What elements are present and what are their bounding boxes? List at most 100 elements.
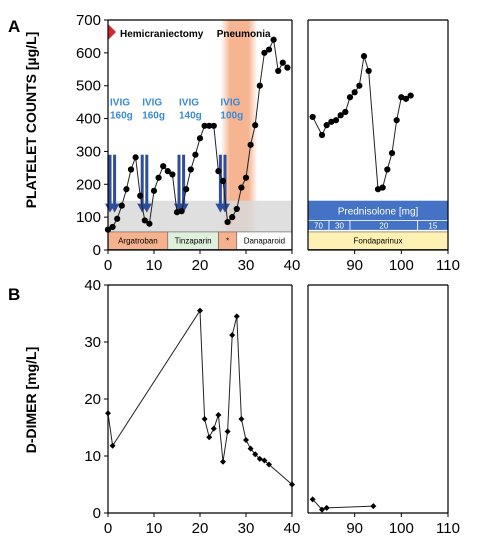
b-y-tick-label: 30 (84, 334, 101, 351)
a-data-point (252, 122, 259, 129)
b-data-point (210, 425, 217, 432)
a-data-point (407, 92, 414, 99)
drug-label: Tinzaparin (175, 237, 212, 246)
b-data-point (215, 411, 222, 418)
a-y-tick-label: 600 (76, 45, 101, 62)
a-y-tick-label: 700 (76, 12, 101, 29)
b-data-point (261, 457, 268, 464)
hemicraniectomy-marker (108, 24, 116, 40)
panel-a-ylabel: PLATELET COUNTS [µg/L] (23, 32, 39, 209)
b-data-point (197, 307, 203, 314)
a-y-tick-label: 0 (93, 242, 101, 259)
a-data-point (279, 59, 286, 66)
a-y-tick-label: 300 (76, 143, 101, 160)
b-data-point (323, 504, 330, 511)
a-data-point (398, 94, 405, 101)
a-data-point (178, 208, 185, 215)
a-data-point (256, 82, 263, 89)
a-x-tick-label: 30 (238, 257, 255, 274)
a-data-point (160, 163, 167, 170)
drug-label: Argatroban (118, 237, 158, 246)
b-data-point (243, 437, 249, 444)
a-data-point (328, 118, 335, 125)
panel-a-letter: A (8, 17, 20, 36)
ivig-label: 160g (142, 110, 165, 121)
b-x-tick-label: 20 (192, 520, 209, 537)
a-data-point (127, 166, 135, 173)
a-data-point (247, 141, 254, 148)
a-data-point (210, 122, 217, 129)
a-data-point (332, 117, 340, 124)
a-data-point (238, 184, 245, 191)
a-series-line-left (107, 37, 288, 231)
b-x-tick-label: 90 (346, 520, 363, 537)
ivig-arrow-head (220, 203, 230, 213)
a-data-point (275, 67, 282, 75)
drug-label: Danaparoid (244, 237, 285, 246)
ivig-label: IVIG (110, 97, 130, 108)
hemicraniectomy-label: Hemicraniectomy (120, 29, 204, 40)
a-data-point (360, 53, 368, 60)
b-data-point (309, 496, 316, 503)
a-data-point (346, 94, 354, 101)
a-data-point (114, 215, 121, 222)
b-data-point (252, 451, 259, 458)
b-data-point (206, 434, 213, 441)
a-data-point (137, 192, 144, 199)
a-data-point (323, 122, 330, 129)
ivig-arrow-head (141, 203, 152, 213)
a-x-tick-label: 10 (146, 257, 163, 274)
b-data-point (247, 445, 254, 452)
a-x-tick-label: 20 (192, 257, 209, 274)
a-x-tick-label: 100 (389, 257, 414, 274)
prednisolone-dose-label: 30 (335, 221, 344, 230)
b-x-tick-label: 30 (238, 520, 255, 537)
a-data-point (337, 112, 344, 119)
b-y-tick-label: 40 (84, 277, 101, 294)
b-y-tick-label: 10 (84, 448, 101, 465)
b-x-tick-label: 100 (389, 520, 414, 537)
a-data-point (242, 174, 250, 181)
b-x-tick-label: 40 (284, 520, 301, 537)
ivig-label: IVIG (220, 97, 240, 108)
a-data-point (270, 36, 277, 43)
a-data-point (351, 89, 358, 96)
a-data-point (388, 149, 396, 157)
a-data-point (342, 108, 349, 116)
ivig-label: 100g (220, 110, 243, 121)
a-y-tick-label: 100 (76, 209, 101, 226)
prednisolone-dose-label: 15 (428, 221, 437, 230)
ivig-label: IVIG (179, 97, 199, 108)
a-data-point (393, 117, 400, 124)
panel-b: 0 10 20 30 40 0 10 20 30 40 90 100 110 (84, 277, 460, 537)
a-y-tick-label: 500 (76, 78, 101, 95)
a-data-point (365, 67, 372, 75)
b-data-point (105, 410, 111, 417)
panel-b-letter: B (8, 285, 20, 304)
b-data-point (370, 503, 377, 510)
b-x-tick-label: 0 (104, 520, 112, 537)
b-y-tick-label: 20 (84, 391, 101, 408)
b-data-point (229, 332, 236, 339)
a-data-point (123, 186, 130, 193)
ivig-label: 140g (179, 110, 202, 121)
b-data-point (266, 461, 272, 468)
b-data-point (256, 455, 263, 462)
a-data-point (164, 168, 171, 175)
a-data-point (318, 131, 326, 139)
a-data-point (118, 202, 125, 209)
ivig-arrow-head (178, 203, 189, 213)
a-data-point (261, 49, 268, 56)
prednisolone-bar (308, 200, 448, 221)
prednisolone-title: Prednisolone [mg] (338, 207, 419, 218)
a-data-point (224, 218, 231, 226)
a-data-point (132, 154, 139, 161)
a-data-point (384, 166, 391, 173)
drug-label: Fondaparinux (354, 237, 403, 246)
a-data-point (169, 171, 176, 178)
a-data-point (229, 214, 236, 221)
a-y-tick-label: 200 (76, 176, 101, 193)
ivig-label: IVIG (142, 97, 162, 108)
b-data-point (220, 458, 226, 465)
